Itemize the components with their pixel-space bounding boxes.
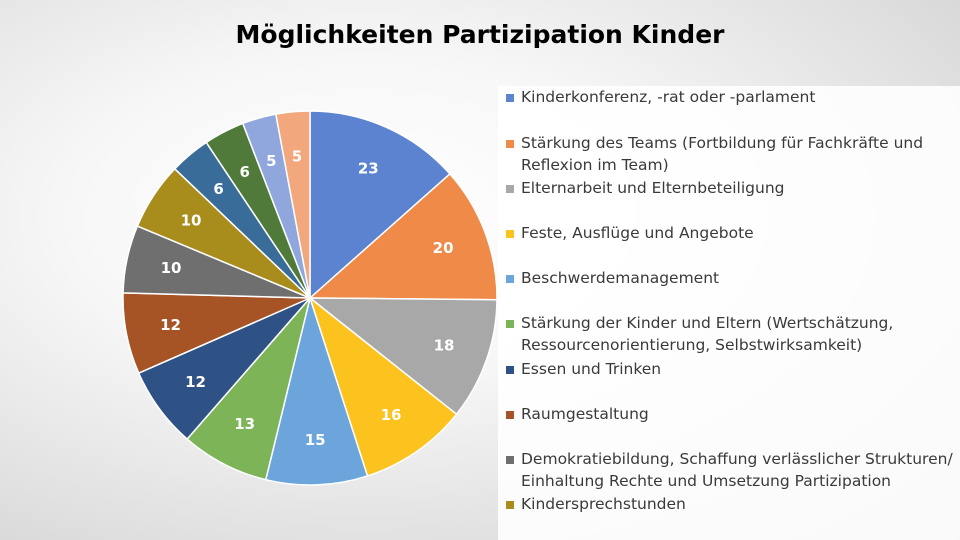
legend-label: Stärkung der Kinder und Eltern (Wertschä… (521, 314, 894, 332)
legend-swatch (506, 94, 514, 102)
legend-item: Feste, Ausflüge und Angebote (506, 222, 960, 244)
pie-slice (264, 295, 369, 486)
slice-value-label: 15 (305, 431, 326, 449)
slice-value-label: 13 (234, 415, 255, 433)
legend: Kinderkonferenz, -rat oder -parlament Stä… (498, 86, 960, 540)
legend-swatch (506, 320, 514, 328)
legend-item: Stärkung des Teams (Fortbildung für Fach… (506, 132, 960, 176)
legend-label: Feste, Ausflüge und Angebote (521, 224, 754, 242)
legend-swatch (506, 501, 514, 509)
chart-title: Möglichkeiten Partizipation Kinder (235, 20, 725, 49)
legend-item: Demokratiebildung, Schaffung verlässlich… (506, 448, 960, 492)
slice-value-label: 10 (181, 211, 202, 229)
legend-label: Ressourcenorientierung, Selbstwirksamkei… (521, 336, 863, 354)
slice-value-label: 6 (239, 163, 249, 181)
legend-swatch (506, 230, 514, 238)
legend-label: Essen und Trinken (521, 360, 662, 378)
slice-value-label: 12 (160, 316, 181, 334)
pie-slice (274, 110, 311, 299)
legend-label: Elternarbeit und Elternbeteiligung (521, 179, 785, 197)
pie-slices (122, 110, 498, 486)
legend-label: Beschwerdemanagement (521, 269, 720, 287)
slice-value-label: 6 (213, 180, 223, 198)
slice-value-label: 18 (434, 336, 455, 354)
legend-item: Elternarbeit und Elternbeteiligung (506, 177, 960, 199)
legend-item: Beschwerdemanagement (506, 267, 960, 289)
legend-item: Raumgestaltung (506, 403, 960, 425)
legend-swatch (506, 366, 514, 374)
slice-value-label: 23 (358, 159, 379, 177)
pie-slice (309, 110, 451, 300)
legend-label: Stärkung des Teams (Fortbildung für Fach… (521, 134, 924, 152)
legend-swatch (506, 185, 514, 193)
legend-swatch (506, 456, 514, 464)
pie-slice (307, 297, 498, 416)
legend-label: Demokratiebildung, Schaffung verlässlich… (521, 450, 953, 468)
slice-value-label: 5 (292, 148, 302, 166)
slice-value-label: 12 (185, 373, 206, 391)
slice-value-label: 5 (266, 152, 276, 170)
legend-swatch (506, 140, 514, 148)
legend-label: Raumgestaltung (521, 405, 649, 423)
legend-label: Kinderkonferenz, -rat oder -parlament (521, 88, 816, 106)
legend-item: Kindersprechstunden (506, 493, 960, 515)
legend-swatch (506, 411, 514, 419)
legend-item: Stärkung der Kinder und Eltern (Wertschä… (506, 312, 960, 356)
pie-slice (308, 295, 458, 477)
slice-value-label: 10 (161, 259, 182, 277)
legend-item: Essen und Trinken (506, 358, 960, 380)
pie-slice (308, 172, 498, 301)
slice-value-label: 16 (381, 406, 402, 424)
legend-item: Kinderkonferenz, -rat oder -parlament (506, 86, 960, 108)
slice-value-label: 20 (433, 239, 454, 257)
legend-label: Einhaltung Rechte und Umsetzung Partizip… (521, 472, 892, 490)
legend-swatch (506, 275, 514, 283)
legend-label: Reflexion im Team) (521, 156, 669, 174)
legend-label: Kindersprechstunden (521, 495, 686, 513)
